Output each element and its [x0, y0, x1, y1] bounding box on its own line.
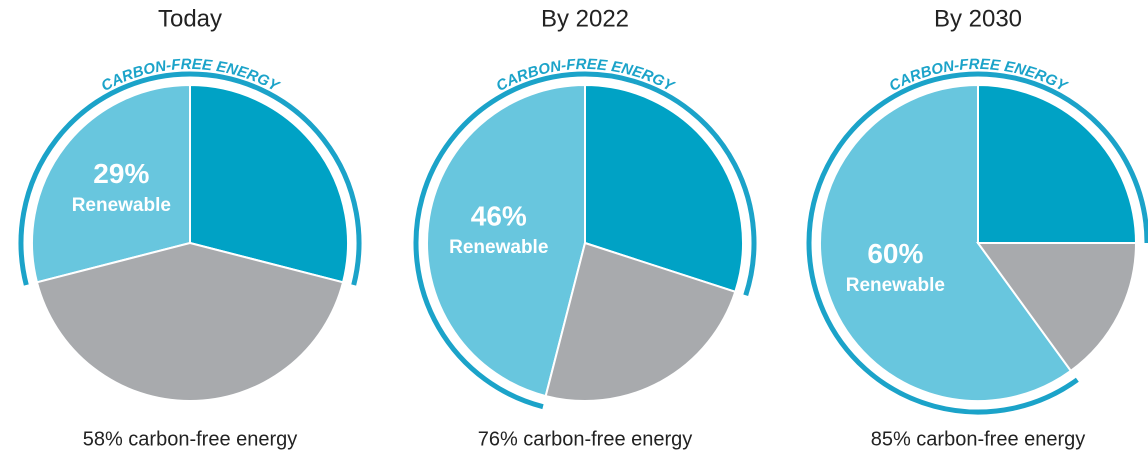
value-label: 60% [867, 238, 923, 269]
caption: 85% carbon-free energy [871, 428, 1086, 450]
chart-title: Today [158, 5, 222, 32]
pie-slice [426, 83, 586, 398]
pie-slice [977, 83, 1138, 244]
chart-title: By 2022 [541, 5, 629, 32]
caption: 58% carbon-free energy [83, 428, 298, 450]
pie-slice [819, 83, 1073, 402]
carbon-free-arc [18, 71, 362, 286]
pie-slice [35, 241, 345, 402]
pie-slice [189, 83, 349, 284]
slice-label: Renewable [449, 237, 548, 258]
value-label: 29% [93, 158, 149, 189]
carbon-free-arc [806, 71, 1148, 415]
slice-label: Renewable [846, 275, 945, 296]
carbon-free-arc [413, 71, 757, 410]
pie-slice [544, 241, 737, 402]
pie-slice [584, 83, 744, 294]
chart-title: By 2030 [934, 5, 1022, 32]
slice-label: Renewable [72, 195, 171, 216]
pie-slice [976, 242, 1138, 373]
value-label: 46% [471, 200, 527, 231]
caption: 76% carbon-free energy [478, 428, 693, 450]
pie-slice [31, 83, 191, 284]
